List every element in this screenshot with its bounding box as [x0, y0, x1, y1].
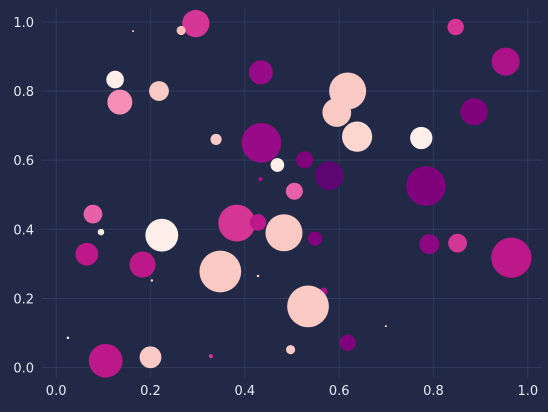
scatter-point	[314, 161, 344, 191]
scatter-point	[241, 123, 282, 163]
scatter-point	[460, 98, 488, 126]
scatter-point	[97, 228, 105, 236]
scatter-point	[150, 279, 154, 282]
scatter-point	[491, 47, 520, 76]
x-tick-label: 0.6	[329, 384, 350, 399]
scatter-point	[307, 231, 323, 246]
scatter-point	[384, 325, 387, 328]
scatter-point	[406, 166, 446, 206]
x-tick-label: 0.0	[46, 384, 67, 399]
scatter-point	[249, 214, 267, 231]
x-tick-label: 0.8	[423, 384, 444, 399]
y-tick-label: 0.2	[13, 292, 34, 307]
scatter-point	[75, 242, 99, 266]
scatter-point	[145, 218, 179, 252]
scatter-point	[208, 354, 213, 359]
x-tick-label: 1.0	[518, 384, 539, 399]
scatter-point	[258, 177, 263, 182]
x-tick-label: 0.2	[140, 384, 161, 399]
x-tick-label: 0.4	[234, 384, 255, 399]
scatter-point	[218, 204, 256, 242]
y-tick-label: 0.4	[13, 223, 34, 238]
points	[66, 9, 532, 378]
y-axis-ticks: 0.0 0.2 0.4 0.6 0.8 1.0	[13, 16, 34, 377]
scatter-point	[248, 60, 273, 85]
scatter-point	[296, 151, 314, 169]
scatter-point	[106, 70, 124, 89]
scatter-point	[491, 237, 532, 278]
scatter-point	[447, 18, 464, 36]
scatter-point	[410, 126, 433, 150]
scatter-point	[256, 274, 260, 278]
scatter-point	[199, 250, 242, 293]
scatter-point	[448, 233, 467, 253]
scatter-point	[270, 158, 285, 172]
scatter-point	[149, 81, 169, 101]
scatter-point	[322, 98, 352, 127]
y-tick-label: 0.0	[13, 362, 34, 377]
x-axis-ticks: 0.0 0.2 0.4 0.6 0.8 1.0	[46, 384, 538, 399]
scatter-point	[132, 30, 135, 33]
scatter-point	[287, 285, 329, 328]
scatter-point	[88, 343, 123, 378]
y-tick-label: 1.0	[13, 16, 34, 31]
y-tick-label: 0.6	[13, 154, 34, 169]
scatter-point	[341, 121, 373, 152]
scatter-point	[129, 251, 156, 278]
scatter-point	[339, 334, 356, 351]
y-tick-label: 0.8	[13, 85, 34, 100]
scatter-point	[139, 346, 162, 369]
scatter-point	[210, 133, 222, 145]
scatter-point	[419, 234, 440, 255]
scatter-point	[66, 336, 70, 340]
scatter-point	[285, 182, 303, 200]
scatter-point	[176, 25, 186, 36]
scatter-point	[265, 214, 303, 252]
scatter-point	[182, 9, 210, 38]
scatter-point	[286, 345, 296, 355]
scatter-point	[83, 204, 103, 224]
scatter-point	[107, 89, 133, 115]
